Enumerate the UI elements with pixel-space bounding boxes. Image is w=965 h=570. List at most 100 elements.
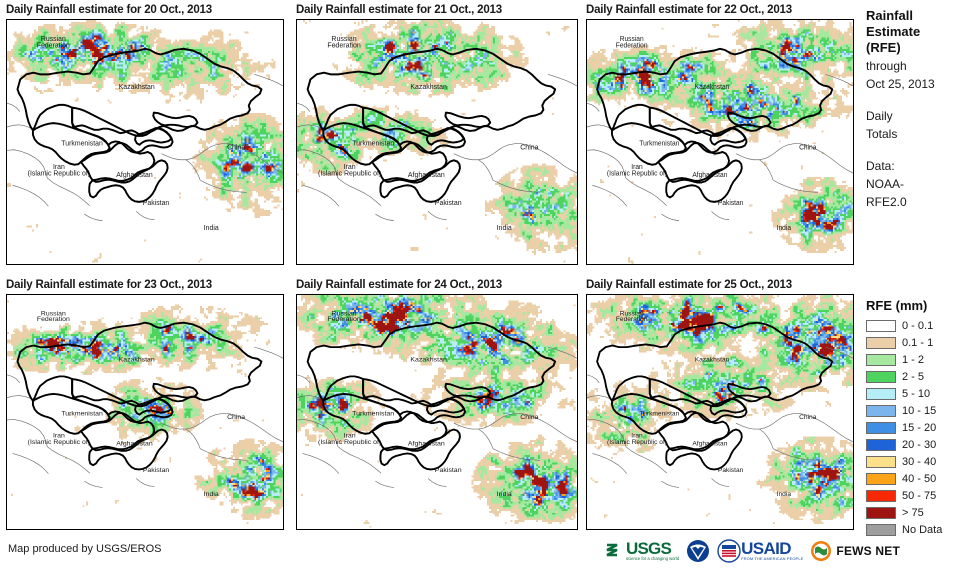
usaid-tagline: FROM THE AMERICAN PEOPLE [741,556,804,561]
legend-label: > 75 [902,506,924,519]
secondary-borders [587,346,853,488]
legend-swatch [866,438,896,451]
rfe-title-line1: Rainfall [866,8,913,23]
legend-label: No Data [902,523,943,536]
map-panel-6: Daily Rainfall estimate for 25 Oct., 201… [586,278,854,292]
rainfall-raster [587,20,853,264]
legend-swatch [866,404,896,417]
map-panel-4: Daily Rainfall estimate for 23 Oct., 201… [6,278,284,292]
right-info-column: Rainfall Estimate (RFE) through Oct 25, … [866,8,965,210]
panel-title-5: Daily Rainfall estimate for 24 Oct., 201… [296,279,502,291]
legend-item: 0.1 - 1 [866,334,965,351]
secondary-borders [7,346,283,488]
legend-label: 20 - 30 [902,438,937,451]
legend-swatch [866,489,896,502]
map-frame-6[interactable]: Russian Federation Kazakhstan Turkmenistan I… [586,294,854,530]
fewsnet-wordmark: FEWS NET [836,544,901,558]
secondary-borders [587,74,853,222]
legend-label: 1 - 2 [902,353,925,366]
legend-swatch [866,455,896,468]
legend-swatch [866,472,896,485]
legend-swatch [866,336,896,349]
legend-swatch [866,523,896,536]
legend-title: RFE (mm) [866,298,928,313]
legend-item: 50 - 75 [866,487,965,504]
panel-title-1: Daily Rainfall estimate for 20 Oct., 201… [6,4,212,16]
legend-item: 20 - 30 [866,436,965,453]
through-date: Oct 25, 2013 [866,77,935,91]
usgs-tagline: science for a changing world [626,556,680,561]
national-borders [596,47,834,203]
legend-label: 5 - 10 [902,387,931,400]
map-frame-1[interactable]: Russian Federation Kazakhstan Turkmenistan I… [6,19,284,265]
legend-item: 30 - 40 [866,453,965,470]
legend-item: > 75 [866,504,965,521]
panel-title-6: Daily Rainfall estimate for 25 Oct., 201… [586,279,792,291]
usgs-logo[interactable]: USGS science for a changing world [606,538,679,564]
map-frame-5[interactable]: Russian Federation Kazakhstan Turkmenistan I… [296,294,578,530]
legend-swatch [866,506,896,519]
data-source-line3: RFE2.0 [866,195,907,209]
national-borders [16,321,263,471]
rainfall-raster [297,295,577,528]
panel-title-2: Daily Rainfall estimate for 21 Oct., 201… [296,4,502,16]
panel-title-4: Daily Rainfall estimate for 23 Oct., 201… [6,279,212,291]
legend-swatch [866,421,896,434]
rainfall-raster [7,20,283,263]
legend-label: 15 - 20 [902,421,937,434]
rfe-title-line2: Estimate [866,24,921,39]
legend-swatch [866,387,896,400]
legend-label: 30 - 40 [902,455,937,468]
usgs-wordmark: USGS [626,539,672,558]
usaid-seal-icon [717,539,741,563]
noaa-logo[interactable] [686,538,710,564]
fewsnet-globe-icon [811,541,832,561]
legend-label: 40 - 50 [902,472,937,485]
fewsnet-logo[interactable]: FEWS NET [810,538,900,564]
national-borders [306,321,557,471]
legend-item: 2 - 5 [866,368,965,385]
national-borders [306,47,557,203]
legend: RFE (mm) 0 - 0.1 0.1 - 1 1 - 2 2 - 5 5 - 10 1… [866,298,965,538]
legend-rows: 0 - 0.1 0.1 - 1 1 - 2 2 - 5 5 - 10 10 - 15 15 … [866,317,965,538]
legend-label: 2 - 5 [902,370,925,383]
legend-item: No Data [866,521,965,538]
map-panel-3: Daily Rainfall estimate for 22 Oct., 201… [586,3,854,17]
usgs-mark-icon [606,543,618,557]
through-label: through [866,59,907,73]
legend-item: 15 - 20 [866,419,965,436]
legend-label: 50 - 75 [902,489,937,502]
map-panel-2: Daily Rainfall estimate for 21 Oct., 201… [296,3,578,17]
data-source-line2: NOAA- [866,177,905,191]
legend-swatch [866,353,896,366]
legend-item: 1 - 2 [866,351,965,368]
legend-label: 0.1 - 1 [902,336,934,349]
totals-line1: Daily [866,109,893,123]
legend-swatch [866,370,896,383]
usaid-wordmark: USAID [741,539,792,558]
legend-item: 0 - 0.1 [866,317,965,334]
totals-line2: Totals [866,127,898,141]
rainfall-raster [7,300,283,524]
panel-title-3: Daily Rainfall estimate for 22 Oct., 201… [586,4,792,16]
map-frame-3[interactable]: Russian Federation Kazakhstan Turkmenistan I… [586,19,854,265]
map-panel-1: Daily Rainfall estimate for 20 Oct., 201… [6,3,284,17]
national-borders [16,47,263,203]
legend-item: 40 - 50 [866,470,965,487]
map-frame-2[interactable]: Russian Federation Kazakhstan Turkmenistan I… [296,19,578,265]
usaid-logo[interactable]: USAID FROM THE AMERICAN PEOPLE [717,538,803,564]
legend-label: 0 - 0.1 [902,319,934,332]
legend-swatch [866,319,896,332]
national-borders [596,321,834,471]
secondary-borders [297,346,577,488]
map-frame-4[interactable]: Russian Federation Kazakhstan Turkmenistan I… [6,294,284,530]
secondary-borders [297,74,577,222]
data-source-label: Data: [866,159,895,173]
legend-item: 10 - 15 [866,402,965,419]
noaa-seal-icon [687,540,710,562]
map-credit: Map produced by USGS/EROS [8,543,162,555]
map-panel-5: Daily Rainfall estimate for 24 Oct., 201… [296,278,578,292]
rfe-title-line3: (RFE) [866,40,901,55]
legend-label: 10 - 15 [902,404,937,417]
legend-item: 5 - 10 [866,385,965,402]
